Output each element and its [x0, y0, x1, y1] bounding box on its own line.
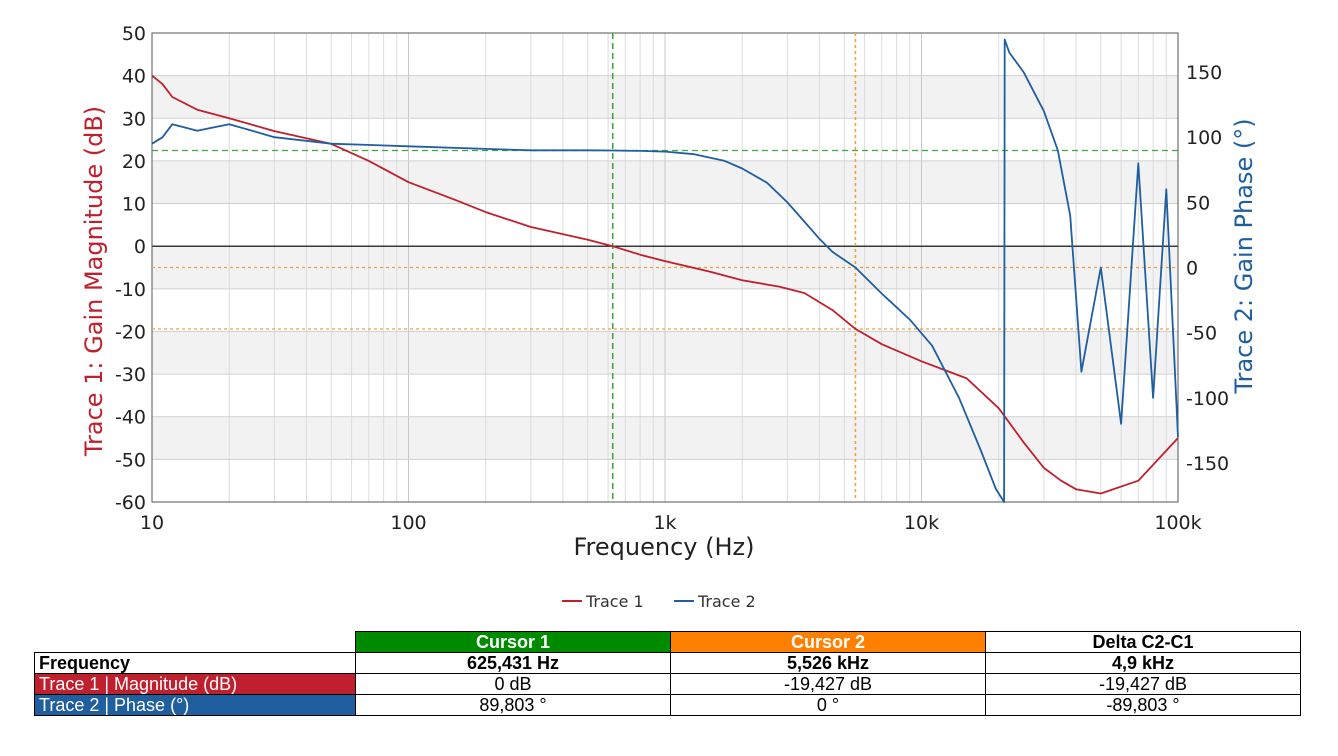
row-label-trace-1: Trace 1 | Magnitude (dB)	[34, 673, 356, 695]
series-line-1	[151, 74, 1179, 495]
cursor-header-row: Cursor 1 Cursor 2 Delta C2-C1	[35, 631, 1301, 653]
cell-trace-1-cursor-1: 0 dB	[355, 673, 671, 695]
tick-labels: 10 100 1k 10k 100k50403020100-10-20-30-40-50…	[115, 23, 1229, 534]
table-row-trace-2: Trace 2 | Phase (°) 89,803 ° 0 ° -89,803…	[34, 694, 1301, 716]
grid	[151, 32, 1179, 503]
y-tick-label: 10	[122, 194, 146, 216]
y2-tick-label: 0	[1186, 258, 1198, 280]
cell-trace-2-delta: -89,803 °	[985, 694, 1301, 716]
bode-plot: 10 100 1k 10k 100k50403020100-10-20-30-40-50…	[80, 23, 1258, 611]
y-tick-label: -30	[115, 364, 146, 386]
row-label-frequency: Frequency	[34, 652, 356, 674]
y-tick-label: 50	[122, 23, 146, 45]
y-tick-label: -50	[115, 449, 146, 471]
cell-trace-2-cursor-2: 0 °	[670, 694, 986, 716]
row-label-trace-2: Trace 2 | Phase (°)	[34, 694, 356, 716]
y2-tick-label: -100	[1186, 388, 1229, 410]
x-tick-label: 100	[390, 512, 426, 534]
y-tick-label: -60	[115, 492, 146, 514]
x-tick-label: 10	[140, 512, 164, 534]
y2-axis-title: Trace 2: Gain Phase (°)	[1230, 118, 1258, 394]
x-axis-title: Frequency (Hz)	[574, 533, 755, 561]
x-tick-label: 1k	[653, 512, 676, 534]
y2-tick-label: -150	[1186, 453, 1229, 475]
series-line-2	[151, 38, 1179, 503]
y-tick-label: -20	[115, 321, 146, 343]
x-tick-label: 100k	[1154, 512, 1201, 534]
legend-label-trace-1: Trace 1	[585, 592, 644, 611]
table-row-trace-1: Trace 1 | Magnitude (dB) 0 dB -19,427 dB…	[34, 673, 1301, 695]
cell-trace-2-cursor-1: 89,803 °	[355, 694, 671, 716]
y-tick-label: -40	[115, 407, 146, 429]
y2-tick-label: 100	[1186, 127, 1222, 149]
legend: Trace 1 Trace 2	[562, 592, 756, 611]
y-tick-label: 30	[122, 108, 146, 130]
cell-frequency-delta: 4,9 kHz	[985, 652, 1301, 674]
y-tick-label: 20	[122, 151, 146, 173]
cursor-table: Cursor 1 Cursor 2 Delta C2-C1 Frequency …	[34, 631, 1301, 716]
cell-frequency-cursor-2: 5,526 kHz	[670, 652, 986, 674]
table-row-frequency: Frequency 625,431 Hz 5,526 kHz 4,9 kHz	[34, 652, 1301, 674]
y-axis-title: Trace 1: Gain Magnitude (dB)	[80, 106, 108, 457]
y-tick-label: -10	[115, 279, 146, 301]
y2-tick-label: -50	[1186, 323, 1217, 345]
series-lines	[151, 38, 1179, 503]
cell-frequency-cursor-1: 625,431 Hz	[355, 652, 671, 674]
cell-trace-1-delta: -19,427 dB	[985, 673, 1301, 695]
y2-tick-label: 50	[1186, 192, 1210, 214]
cell-trace-1-cursor-2: -19,427 dB	[670, 673, 986, 695]
legend-label-trace-2: Trace 2	[697, 592, 756, 611]
cursor-lines	[152, 33, 1178, 502]
cursor-1-header: Cursor 1	[355, 631, 671, 653]
cursor-2-header: Cursor 2	[670, 631, 986, 653]
delta-header: Delta C2-C1	[985, 631, 1301, 653]
table-corner	[35, 632, 356, 653]
y-tick-label: 0	[134, 236, 146, 258]
x-tick-label: 10k	[904, 512, 939, 534]
y-tick-label: 40	[122, 66, 146, 88]
y2-tick-label: 150	[1186, 62, 1222, 84]
